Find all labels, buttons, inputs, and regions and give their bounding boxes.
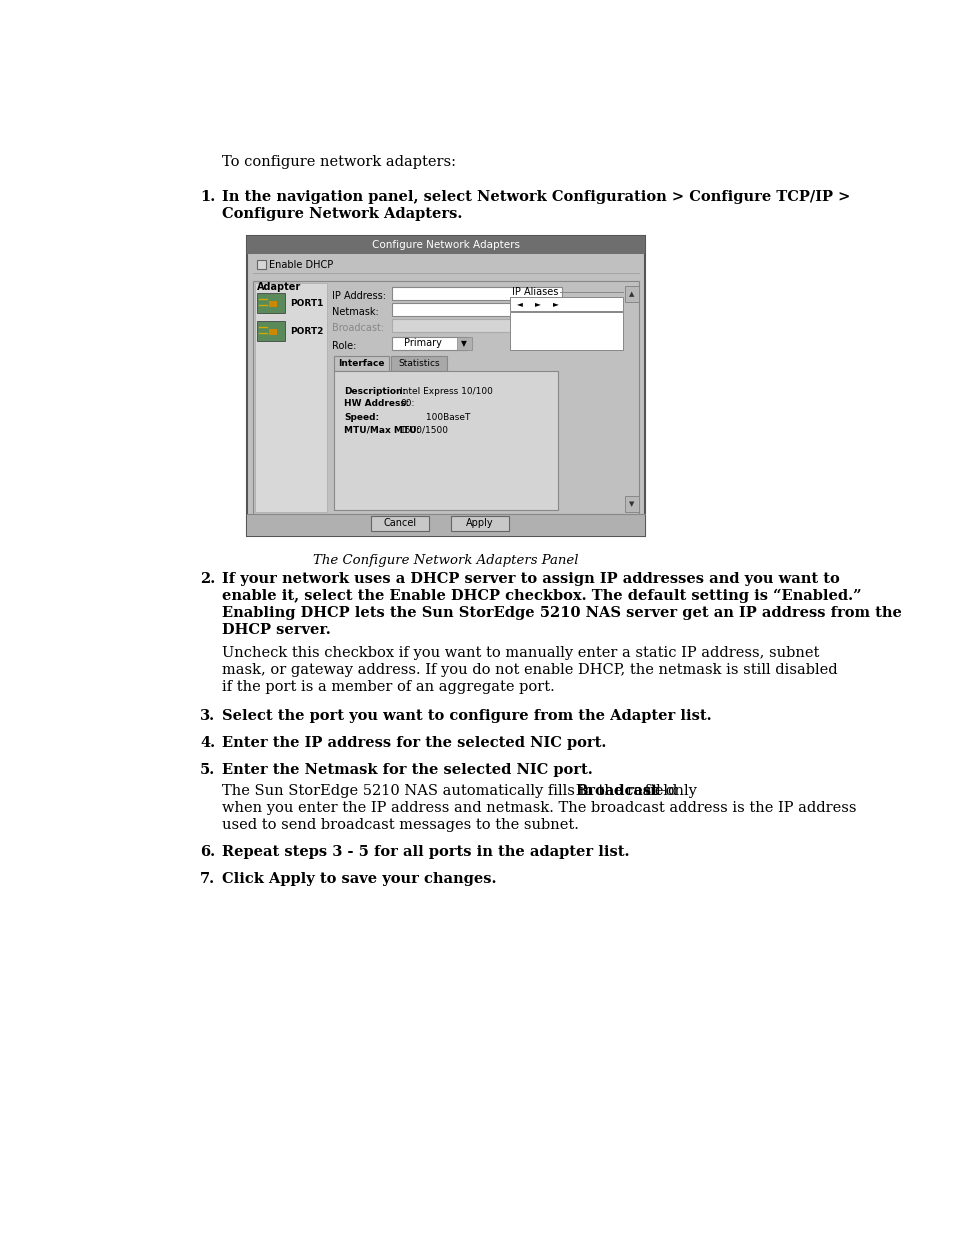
Text: Statistics: Statistics [397, 359, 439, 368]
Bar [510, 312, 622, 350]
Text: if the port is a member of an aggregate port.: if the port is a member of an aggregate … [222, 680, 554, 694]
Text: field: field [639, 784, 677, 798]
Text: Adapter: Adapter [256, 282, 301, 291]
Text: MTU/Max MTU:: MTU/Max MTU: [344, 426, 419, 435]
Text: The Configure Network Adapters Panel: The Configure Network Adapters Panel [313, 555, 578, 567]
Bar [456, 337, 472, 350]
Text: Enter the Netmask for the selected NIC port.: Enter the Netmask for the selected NIC p… [222, 763, 592, 777]
Text: ►: ► [535, 300, 540, 309]
Text: HW Address:: HW Address: [344, 399, 409, 409]
Text: Select the port you want to configure from the Adapter list.: Select the port you want to configure fr… [222, 709, 711, 722]
Bar [451, 516, 509, 531]
Text: Primary: Primary [403, 338, 441, 348]
Text: ▼: ▼ [629, 501, 634, 508]
Bar [247, 514, 644, 536]
Text: mask, or gateway address. If you do not enable DHCP, the netmask is still disabl: mask, or gateway address. If you do not … [222, 663, 837, 677]
Text: 2.: 2. [200, 572, 215, 585]
Text: 1500/1500: 1500/1500 [399, 426, 449, 435]
Bar [269, 329, 276, 335]
Text: Broadcast: Broadcast [575, 784, 658, 798]
Text: Enabling DHCP lets the Sun StorEdge 5210 NAS server get an IP address from the: Enabling DHCP lets the Sun StorEdge 5210… [222, 606, 901, 620]
Text: 4.: 4. [200, 736, 214, 750]
Text: Configure Network Adapters: Configure Network Adapters [372, 240, 519, 249]
Text: Configure Network Adapters.: Configure Network Adapters. [222, 207, 462, 221]
Text: enable it, select the Enable DHCP checkbox. The default setting is “Enabled.”: enable it, select the Enable DHCP checkb… [222, 589, 861, 603]
Text: 6.: 6. [200, 845, 214, 860]
Text: Description:: Description: [344, 387, 406, 395]
Bar [391, 356, 447, 370]
Bar [253, 282, 639, 514]
Text: Interface: Interface [337, 359, 384, 368]
Bar [392, 303, 561, 316]
Text: Speed:: Speed: [344, 412, 378, 421]
Text: Enable DHCP: Enable DHCP [269, 259, 333, 269]
Bar [624, 287, 639, 303]
Text: Uncheck this checkbox if you want to manually enter a static IP address, subnet: Uncheck this checkbox if you want to man… [222, 646, 819, 659]
Text: Netmask:: Netmask: [332, 308, 378, 317]
Text: Repeat steps 3 - 5 for all ports in the adapter list.: Repeat steps 3 - 5 for all ports in the … [222, 845, 629, 860]
Text: used to send broadcast messages to the subnet.: used to send broadcast messages to the s… [222, 818, 578, 832]
Text: when you enter the IP address and netmask. The broadcast address is the IP addre: when you enter the IP address and netmas… [222, 802, 856, 815]
Text: ►: ► [553, 300, 558, 309]
Text: Role:: Role: [332, 341, 356, 351]
Text: To configure network adapters:: To configure network adapters: [222, 156, 456, 169]
Text: ◄: ◄ [517, 300, 522, 309]
Text: 100BaseT: 100BaseT [399, 412, 470, 421]
Bar [334, 370, 558, 510]
Bar [510, 296, 622, 311]
Bar [247, 236, 644, 536]
Bar [256, 321, 285, 341]
Text: 5.: 5. [200, 763, 215, 777]
Bar [269, 301, 276, 308]
Text: IP Aliases: IP Aliases [512, 287, 558, 296]
Text: Click Apply to save your changes.: Click Apply to save your changes. [222, 872, 496, 885]
Text: Intel Express 10/100: Intel Express 10/100 [399, 387, 493, 395]
Bar [256, 261, 266, 269]
Bar [334, 356, 389, 370]
Text: Apply: Apply [466, 517, 494, 529]
Bar [624, 496, 639, 513]
Text: The Sun StorEdge 5210 NAS automatically fills in the read-only: The Sun StorEdge 5210 NAS automatically … [222, 784, 700, 798]
Text: 00:: 00: [399, 399, 414, 409]
Text: Cancel: Cancel [383, 517, 416, 529]
Bar [392, 337, 467, 350]
Text: In the navigation panel, select Network Configuration > Configure TCP/IP >: In the navigation panel, select Network … [222, 190, 849, 204]
Text: Broadcast:: Broadcast: [332, 324, 384, 333]
Text: 7.: 7. [200, 872, 214, 885]
Text: Enter the IP address for the selected NIC port.: Enter the IP address for the selected NI… [222, 736, 606, 750]
Text: DHCP server.: DHCP server. [222, 622, 331, 637]
Text: ▼: ▼ [460, 338, 466, 348]
Bar [392, 319, 561, 332]
Text: 3.: 3. [200, 709, 214, 722]
Text: ▲: ▲ [629, 291, 634, 296]
Bar [256, 293, 285, 312]
Text: IP Address:: IP Address: [332, 291, 386, 301]
Text: If your network uses a DHCP server to assign IP addresses and you want to: If your network uses a DHCP server to as… [222, 572, 839, 585]
Text: 1.: 1. [200, 190, 215, 204]
Bar [392, 287, 561, 300]
Bar [254, 283, 327, 513]
Bar [371, 516, 429, 531]
Text: PORT2: PORT2 [290, 326, 323, 336]
Bar [247, 236, 644, 254]
Text: PORT1: PORT1 [290, 299, 323, 308]
